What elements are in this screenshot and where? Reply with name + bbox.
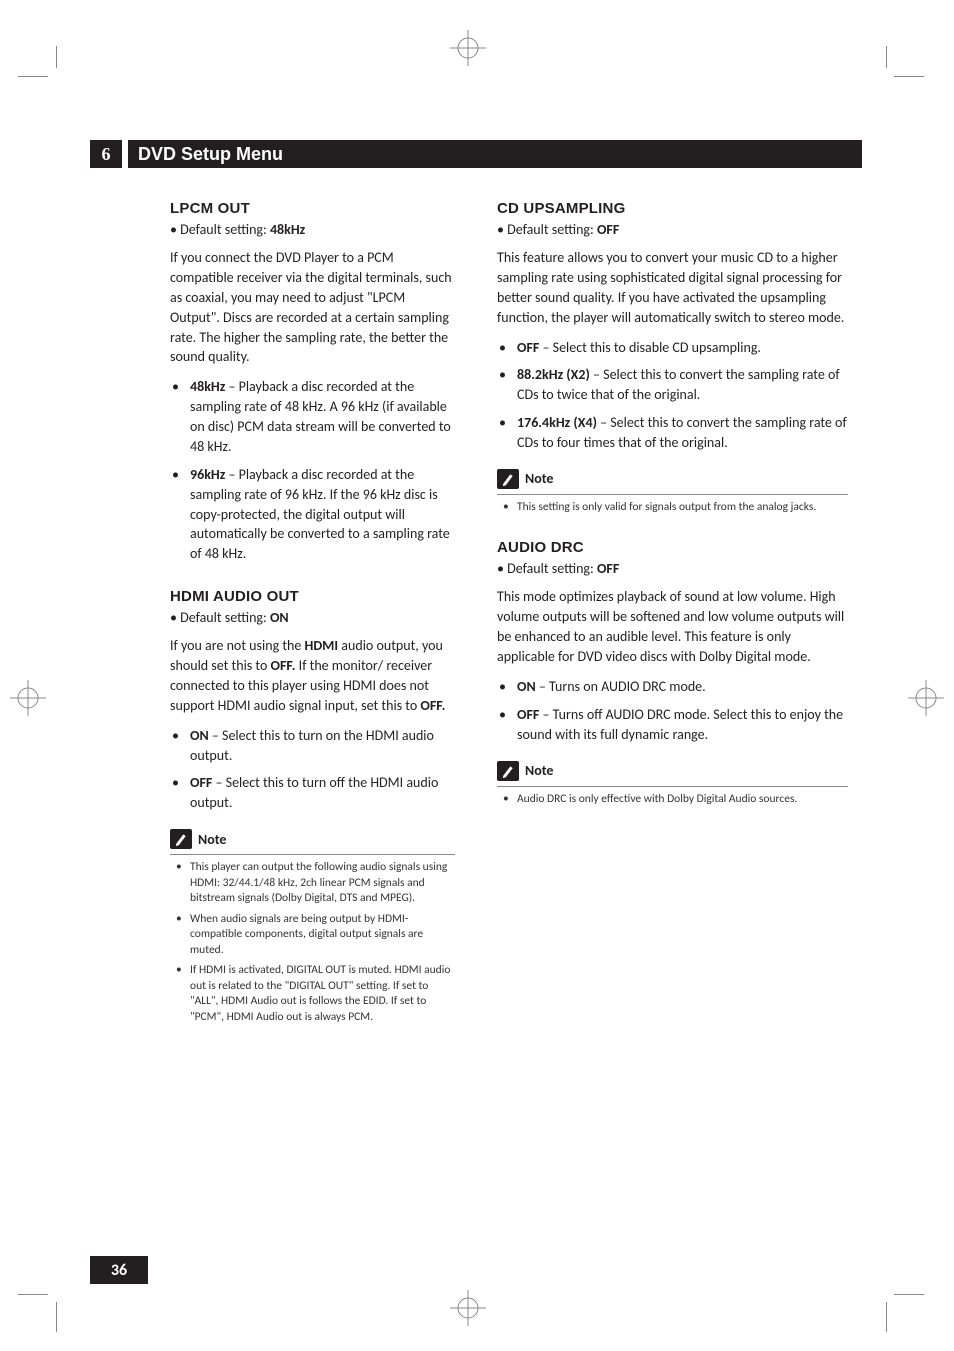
opt-label: OFF	[190, 774, 212, 791]
drc-options: ON – Turns on AUDIO DRC mode. OFF – Turn…	[497, 677, 848, 745]
crop-mark-tl	[18, 46, 64, 92]
t: If you are not using the	[170, 637, 305, 654]
note-title: Note	[525, 470, 553, 487]
chapter-title: DVD Setup Menu	[128, 140, 862, 168]
opt-label: 176.4kHz (X4)	[517, 414, 597, 431]
hdmi-default-value: ON	[270, 609, 289, 626]
t: HDMI	[305, 637, 339, 654]
hdmi-note-1: This player can output the following aud…	[170, 860, 455, 907]
note-icon	[497, 469, 519, 489]
default-prefix: Default setting:	[180, 609, 270, 626]
opt-label: ON	[517, 678, 536, 695]
crop-mark-bl	[18, 1286, 64, 1332]
lpcm-opt-48: 48kHz – Playback a disc recorded at the …	[170, 377, 455, 457]
page-number: 36	[90, 1256, 148, 1284]
drc-intro: This mode optimizes playback of sound at…	[497, 587, 848, 667]
cdup-opt-off: OFF – Select this to disable CD upsampli…	[497, 338, 848, 358]
lpcm-default: Default setting: 48kHz	[170, 221, 455, 238]
opt-desc: – Select this to disable CD upsampling.	[539, 339, 761, 356]
opt-desc: – Select this to turn off the HDMI audio…	[190, 774, 438, 811]
cdup-options: OFF – Select this to disable CD upsampli…	[497, 338, 848, 453]
opt-desc: – Playback a disc recorded at the sampli…	[190, 378, 451, 455]
opt-label: 88.2kHz (X2)	[517, 366, 590, 383]
note-rule	[497, 786, 848, 787]
hdmi-notes: This player can output the following aud…	[170, 860, 455, 1025]
lpcm-opt-96: 96kHz – Playback a disc recorded at the …	[170, 465, 455, 564]
page-content: 6 DVD Setup Menu LPCM OUT Default settin…	[90, 140, 862, 1030]
default-prefix: Default setting:	[180, 221, 270, 238]
opt-label: OFF	[517, 339, 539, 356]
cdup-default: Default setting: OFF	[497, 221, 848, 238]
opt-label: OFF	[517, 706, 539, 723]
note-title: Note	[198, 831, 226, 848]
registration-mark-left	[10, 680, 46, 716]
default-prefix: Default setting:	[507, 221, 597, 238]
hdmi-intro: If you are not using the HDMI audio outp…	[170, 636, 455, 716]
opt-desc: – Turns on AUDIO DRC mode.	[536, 678, 706, 695]
registration-mark-top	[450, 30, 486, 66]
lpcm-intro: If you connect the DVD Player to a PCM c…	[170, 248, 455, 367]
cdup-opt-88: 88.2kHz (X2) – Select this to convert th…	[497, 365, 848, 405]
right-column: CD UPSAMPLING Default setting: OFF This …	[497, 200, 862, 1030]
left-column: LPCM OUT Default setting: 48kHz If you c…	[90, 200, 455, 1030]
hdmi-heading: HDMI AUDIO OUT	[170, 588, 455, 605]
registration-mark-bottom	[450, 1290, 486, 1326]
t: OFF.	[420, 697, 445, 714]
hdmi-opt-on: ON – Select this to turn on the HDMI aud…	[170, 726, 455, 766]
lpcm-heading: LPCM OUT	[170, 200, 455, 217]
drc-note-1: Audio DRC is only effective with Dolby D…	[497, 792, 848, 808]
hdmi-note-head: Note	[170, 829, 455, 849]
note-rule	[497, 494, 848, 495]
drc-default: Default setting: OFF	[497, 560, 848, 577]
cdup-default-value: OFF	[597, 221, 619, 238]
crop-mark-tr	[878, 46, 924, 92]
lpcm-options: 48kHz – Playback a disc recorded at the …	[170, 377, 455, 564]
note-title: Note	[525, 762, 553, 779]
cdup-note-1: This setting is only valid for signals o…	[497, 500, 848, 516]
chapter-bar: 6 DVD Setup Menu	[90, 140, 862, 168]
hdmi-options: ON – Select this to turn on the HDMI aud…	[170, 726, 455, 814]
opt-desc: – Select this to turn on the HDMI audio …	[190, 727, 434, 764]
opt-desc: – Turns off AUDIO DRC mode. Select this …	[517, 706, 843, 743]
t: OFF.	[271, 657, 296, 674]
note-icon	[170, 829, 192, 849]
hdmi-opt-off: OFF – Select this to turn off the HDMI a…	[170, 773, 455, 813]
opt-label: 48kHz	[190, 378, 225, 395]
drc-opt-on: ON – Turns on AUDIO DRC mode.	[497, 677, 848, 697]
registration-mark-right	[908, 680, 944, 716]
hdmi-default: Default setting: ON	[170, 609, 455, 626]
drc-notes: Audio DRC is only effective with Dolby D…	[497, 792, 848, 808]
chapter-number: 6	[90, 140, 122, 168]
drc-heading: AUDIO DRC	[497, 539, 848, 556]
cdup-note-head: Note	[497, 469, 848, 489]
opt-desc: – Playback a disc recorded at the sampli…	[190, 466, 450, 563]
cdup-notes: This setting is only valid for signals o…	[497, 500, 848, 516]
cdup-heading: CD UPSAMPLING	[497, 200, 848, 217]
cdup-intro: This feature allows you to convert your …	[497, 248, 848, 328]
drc-note-head: Note	[497, 761, 848, 781]
note-rule	[170, 854, 455, 855]
drc-default-value: OFF	[597, 560, 619, 577]
note-icon	[497, 761, 519, 781]
hdmi-note-2: When audio signals are being output by H…	[170, 912, 455, 959]
hdmi-note-3: If HDMI is activated, DIGITAL OUT is mut…	[170, 963, 455, 1025]
opt-label: 96kHz	[190, 466, 225, 483]
opt-label: ON	[190, 727, 209, 744]
cdup-opt-176: 176.4kHz (X4) – Select this to convert t…	[497, 413, 848, 453]
default-prefix: Default setting:	[507, 560, 597, 577]
lpcm-default-value: 48kHz	[270, 221, 305, 238]
crop-mark-br	[878, 1286, 924, 1332]
drc-opt-off: OFF – Turns off AUDIO DRC mode. Select t…	[497, 705, 848, 745]
